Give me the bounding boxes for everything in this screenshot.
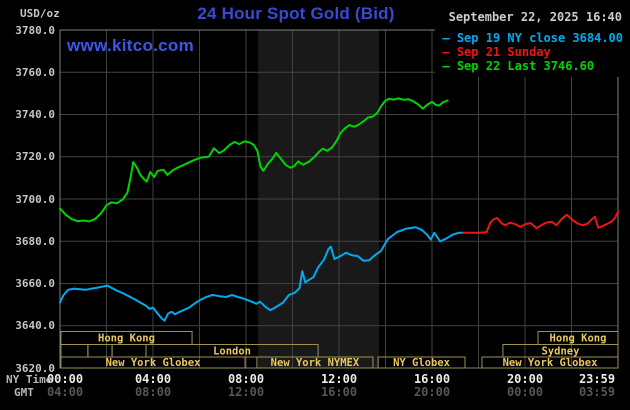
session-label: NY Globex xyxy=(393,357,451,369)
page-title: 24 Hour Spot Gold (Bid) xyxy=(197,4,395,23)
session-box xyxy=(60,344,89,358)
session-label: New York Globex xyxy=(503,357,599,369)
y-tick-label: 3720.0 xyxy=(15,150,55,164)
x-tick-ny-time: 20:00 xyxy=(506,372,544,386)
x-tick-ny-time: 04:00 xyxy=(134,372,172,386)
y-tick-label: 3760.0 xyxy=(15,65,55,79)
session-box xyxy=(87,344,113,358)
session-box xyxy=(60,356,246,369)
y-tick-label: 3740.0 xyxy=(15,108,55,121)
x-tick-gmt: 20:00 xyxy=(413,385,451,399)
legend-marker: – xyxy=(442,59,457,73)
gmt-axis-label: GMT xyxy=(14,386,34,399)
session-box xyxy=(256,356,374,369)
x-tick-ny-time: 23:59 xyxy=(578,372,616,386)
legend-item: – Sep 19 NY close 3684.00 xyxy=(442,31,623,45)
session-label: London xyxy=(213,345,251,357)
price-line-sep19 xyxy=(59,226,465,322)
session-label: Hong Kong xyxy=(98,333,155,345)
price-line-sep22 xyxy=(59,97,449,223)
session-label: New York Globex xyxy=(106,357,202,369)
session-label: New York NYMEX xyxy=(271,357,360,369)
legend-marker: – xyxy=(442,31,457,45)
ny-time-axis-label: NY Time xyxy=(6,373,53,386)
session-box xyxy=(111,344,147,358)
x-tick-gmt: 12:00 xyxy=(227,385,265,399)
y-tick-label: 3780.0 xyxy=(15,23,55,37)
y-tick-label: 3680.0 xyxy=(15,234,55,248)
x-tick-gmt: 04:00 xyxy=(46,385,84,399)
session-label: Hong Kong xyxy=(550,333,607,345)
legend-item: – Sep 22 Last 3746.60 xyxy=(442,59,623,73)
x-tick-ny-time: 00:00 xyxy=(46,372,84,386)
price-line-sep21 xyxy=(462,210,619,234)
legend-label: Sep 21 Sunday xyxy=(456,45,551,59)
legend: – Sep 19 NY close 3684.00– Sep 21 Sunday… xyxy=(435,28,628,77)
legend-label: Sep 19 NY close 3684.00 xyxy=(456,31,623,45)
x-tick-ny-time: 12:00 xyxy=(320,372,358,386)
x-tick-gmt: 00:00 xyxy=(506,385,544,399)
x-tick-ny-time: 08:00 xyxy=(227,372,265,386)
x-tick-gmt: 03:59 xyxy=(578,385,616,399)
session-box xyxy=(377,356,466,369)
session-box xyxy=(481,356,619,369)
y-tick-label: 3640.0 xyxy=(15,319,55,333)
y-tick-label: 3620.0 xyxy=(15,361,55,375)
x-tick-ny-time: 16:00 xyxy=(413,372,451,386)
session-label: Sydney xyxy=(541,345,580,357)
unit-label: USD/oz xyxy=(20,7,60,20)
x-tick-gmt: 08:00 xyxy=(134,385,172,399)
kitco-link[interactable]: www.kitco.com xyxy=(67,36,195,55)
datetime-label: September 22, 2025 16:40 xyxy=(448,10,622,24)
legend-item: – Sep 21 Sunday xyxy=(442,45,623,59)
x-tick-gmt: 16:00 xyxy=(320,385,358,399)
legend-label: Sep 22 Last 3746.60 xyxy=(456,59,595,73)
y-tick-label: 3660.0 xyxy=(15,277,55,290)
y-tick-label: 3700.0 xyxy=(15,192,55,206)
legend-marker: – xyxy=(442,45,457,59)
